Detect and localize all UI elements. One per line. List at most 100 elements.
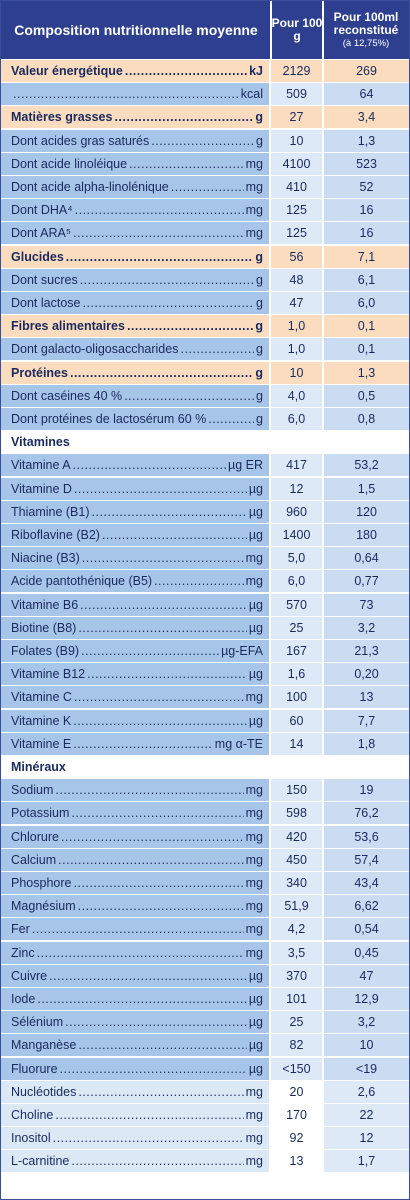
nutrient-unit: g xyxy=(255,249,263,264)
header-per-100ml: Pour 100ml reconstitué (à 12,75%) xyxy=(323,1,409,59)
nutrient-unit: mg xyxy=(245,1084,263,1099)
value-per-100g: 340 xyxy=(271,872,322,894)
value-per-100ml: 2,6 xyxy=(324,1080,409,1103)
nutrient-unit: µg xyxy=(248,528,263,542)
value-per-100ml: 3,2 xyxy=(324,616,409,639)
value-per-100g: 27 xyxy=(271,106,322,129)
leader-dots xyxy=(125,64,247,78)
leader-dots xyxy=(74,690,244,704)
value-per-100g: 420 xyxy=(271,825,322,848)
value-per-100g: 4,0 xyxy=(271,384,322,407)
leader-dots xyxy=(114,110,253,124)
value-per-100g: 6,0 xyxy=(271,570,322,593)
value-per-100ml: 0,64 xyxy=(324,547,409,570)
leader-dots xyxy=(82,296,254,310)
leader-dots xyxy=(180,342,254,356)
leader-dots xyxy=(81,644,219,658)
leader-dots xyxy=(124,389,254,403)
value-per-100g: 450 xyxy=(271,848,322,871)
value-per-100g: 1,6 xyxy=(271,663,322,686)
leader-dots xyxy=(58,853,243,867)
header-per-100ml-main: Pour 100ml reconstitué xyxy=(333,9,399,37)
value-per-100g: 125 xyxy=(271,222,322,245)
table-row: Dont lactose g 476,0 xyxy=(1,291,409,314)
nutrient-label: Phosphore xyxy=(11,876,72,890)
value-per-100ml: 120 xyxy=(324,500,409,523)
leader-dots xyxy=(53,1131,244,1145)
nutrient-cell: Zinc mg xyxy=(1,941,269,964)
value-per-100g: 48 xyxy=(271,268,322,291)
nutrient-unit: µg xyxy=(248,1061,263,1076)
nutrient-cell: Phosphore mg xyxy=(1,872,269,894)
nutrient-label: Folates (B9) xyxy=(11,644,80,658)
nutrient-unit: µg xyxy=(248,1015,263,1030)
nutrient-unit: mg xyxy=(245,852,263,867)
nutrient-label: Fibres alimentaires xyxy=(11,319,125,334)
nutrient-cell: Dont lactose g xyxy=(1,292,269,314)
leader-dots xyxy=(171,180,244,194)
leader-dots xyxy=(78,621,247,635)
nutrient-cell: Cuivre µg xyxy=(1,964,269,987)
nutrient-label: Biotine (B8) xyxy=(11,620,77,635)
leader-dots xyxy=(73,714,247,728)
value-per-100ml: 57,4 xyxy=(324,848,409,871)
nutrient-label: Magnésium xyxy=(11,899,76,914)
nutrient-unit: µg xyxy=(248,968,263,983)
header-divider xyxy=(322,1,324,59)
table-row: Dont caséines 40 % g 4,00,5 xyxy=(1,384,409,407)
value-per-100g: 60 xyxy=(271,709,322,732)
table-row: Dont protéines de lactosérum 60 % g 6,00,8 xyxy=(1,407,409,430)
nutrient-unit: mg xyxy=(245,156,263,171)
nutrient-unit: kcal xyxy=(240,87,263,102)
leader-dots xyxy=(49,969,247,983)
nutrient-cell: Glucides g xyxy=(1,245,269,268)
nutrient-label: Vitamine D xyxy=(11,481,72,496)
table-row: Sélénium µg 253,2 xyxy=(1,1010,409,1034)
leader-dots xyxy=(87,667,247,681)
nutrient-cell: kcal xyxy=(1,83,269,106)
value-per-100g: 1,0 xyxy=(271,338,322,361)
nutrient-label: Valeur énergétique xyxy=(11,64,123,78)
nutrient-unit: µg xyxy=(248,713,263,728)
nutrient-label: Manganèse xyxy=(11,1038,77,1053)
value-per-100g: 3,5 xyxy=(271,941,322,964)
nutrient-cell: Nucléotides mg xyxy=(1,1080,269,1103)
value-per-100ml: 0,5 xyxy=(324,384,409,407)
value-per-100g: 92 xyxy=(271,1127,322,1150)
value-per-100ml xyxy=(324,431,409,454)
leader-dots xyxy=(151,134,254,148)
nutrient-cell: Potassium mg xyxy=(1,802,269,825)
table-row: Magnésium mg 51,96,62 xyxy=(1,894,409,918)
nutrient-cell: Dont acides gras saturés g xyxy=(1,129,269,152)
table-row: Biotine (B8) µg 253,2 xyxy=(1,616,409,639)
nutrient-unit: mg xyxy=(245,945,263,960)
leader-dots xyxy=(55,783,243,797)
nutrient-unit: g xyxy=(256,388,263,403)
leader-dots xyxy=(55,1108,243,1122)
nutrient-unit: mg xyxy=(245,551,263,566)
table-row: Glucides g 567,1 xyxy=(1,245,409,268)
nutrient-unit: mg xyxy=(245,783,263,798)
value-per-100ml: 1,8 xyxy=(324,732,409,755)
nutrient-cell: Vitamine K µg xyxy=(1,709,269,732)
table-row: Fibres alimentaires g 1,00,1 xyxy=(1,314,409,338)
value-per-100ml: 10 xyxy=(324,1034,409,1057)
nutrient-label: Thiamine (B1) xyxy=(11,504,90,519)
nutrient-label: Iode xyxy=(11,992,36,1006)
nutrient-cell: Vitamine B6 µg xyxy=(1,593,269,616)
value-per-100ml xyxy=(324,756,409,778)
nutrient-cell: Dont sucres g xyxy=(1,268,269,291)
nutrient-label: Dont sucres xyxy=(11,272,78,287)
nutrient-label: Calcium xyxy=(11,852,57,867)
nutrient-cell: Biotine (B8) µg xyxy=(1,616,269,639)
value-per-100g: 4100 xyxy=(271,152,322,175)
value-per-100ml: 6,1 xyxy=(324,268,409,291)
value-per-100g: 13 xyxy=(271,1150,322,1173)
nutrient-cell: Protéines g xyxy=(1,361,269,384)
table-row: Dont sucres g 486,1 xyxy=(1,268,409,291)
